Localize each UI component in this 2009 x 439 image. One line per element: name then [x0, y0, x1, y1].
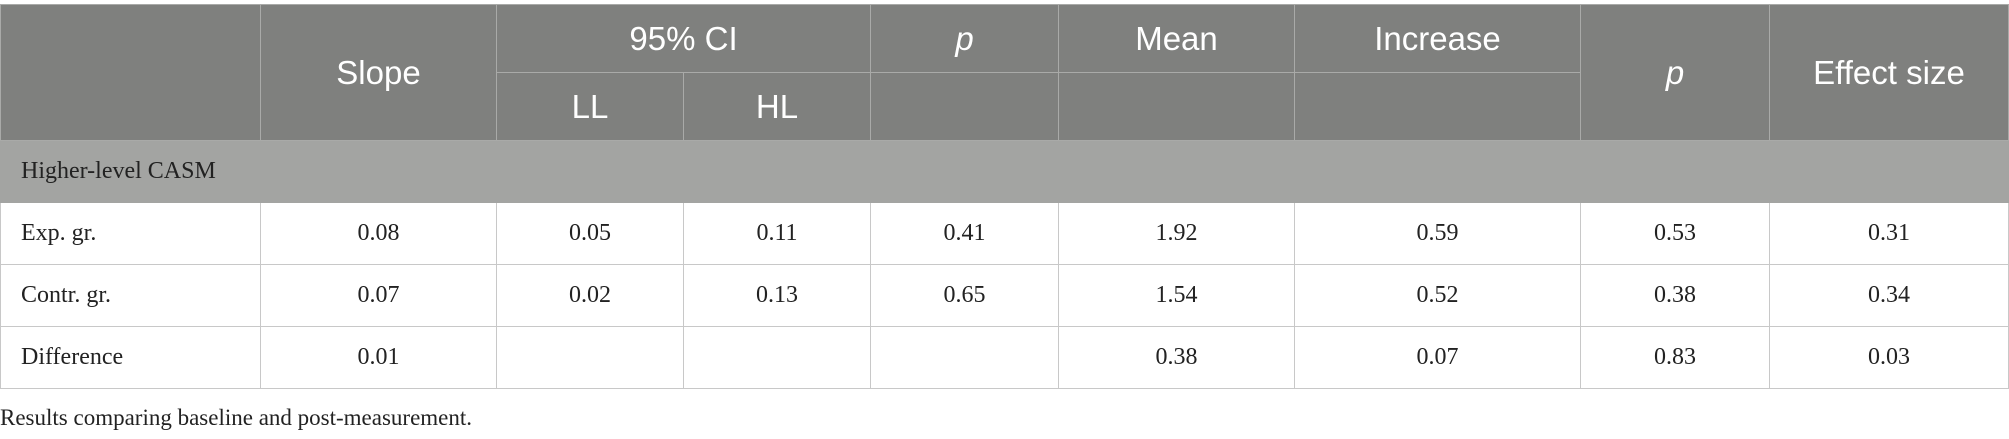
header-cell: p	[1580, 4, 1770, 141]
header-blank	[1294, 72, 1581, 141]
row-label: Exp. gr.	[0, 202, 261, 265]
header-cell: Increase	[1294, 4, 1581, 73]
value-cell: 0.11	[683, 202, 871, 265]
table-body: Higher-level CASM Exp. gr. 0.08 0.05 0.11 0.…	[0, 140, 2009, 389]
value-cell: 0.07	[1294, 326, 1581, 389]
header-row: LL HL	[1, 72, 2009, 141]
header-cell: Effect size	[1769, 4, 2009, 141]
header-cell: Slope	[260, 4, 497, 141]
section-label: Higher-level CASM	[0, 140, 2009, 203]
value-cell	[870, 326, 1059, 389]
results-table: Slope 95% CI p Mean Increase p Effect si…	[0, 4, 2009, 389]
value-cell	[683, 326, 871, 389]
header-row: Slope 95% CI p Mean Increase p Effect si…	[0, 4, 2009, 141]
value-cell: 1.54	[1058, 264, 1295, 327]
value-cell: 0.65	[870, 264, 1059, 327]
value-cell: 0.34	[1769, 264, 2009, 327]
value-cell: 0.01	[260, 326, 497, 389]
value-cell: 0.31	[1769, 202, 2009, 265]
footnote: Results comparing baseline and post-meas…	[0, 405, 473, 430]
data-row: Contr. gr. 0.07 0.02 0.13 0.65 1.54 0.52 0.38 0.…	[0, 264, 2009, 327]
value-cell: 0.13	[683, 264, 871, 327]
header-cell: Mean	[1058, 4, 1295, 73]
header-blank	[870, 72, 1059, 141]
data-row: Exp. gr. 0.08 0.05 0.11 0.41 1.92 0.59 0.53 0.31	[0, 202, 2009, 265]
row-label: Contr. gr.	[0, 264, 261, 327]
value-cell: 0.02	[496, 264, 684, 327]
value-cell: 0.08	[260, 202, 497, 265]
value-cell: 0.53	[1580, 202, 1770, 265]
row-label: Difference	[0, 326, 261, 389]
header-cell: 95% CI	[496, 4, 871, 73]
header-blank	[1058, 72, 1295, 141]
value-cell: 0.83	[1580, 326, 1770, 389]
header-corner	[0, 4, 261, 141]
value-cell: 1.92	[1058, 202, 1295, 265]
value-cell: 0.05	[496, 202, 684, 265]
value-cell: 0.38	[1580, 264, 1770, 327]
data-row: Difference 0.01 0.38 0.07 0.83 0.03	[0, 326, 2009, 389]
section-row: Higher-level CASM	[0, 140, 2009, 203]
value-cell: 0.52	[1294, 264, 1581, 327]
header-cell: LL	[496, 72, 684, 141]
value-cell: 0.41	[870, 202, 1059, 265]
value-cell	[496, 326, 684, 389]
value-cell: 0.59	[1294, 202, 1581, 265]
value-cell: 0.38	[1058, 326, 1295, 389]
value-cell: 0.07	[260, 264, 497, 327]
header-cell: HL	[683, 72, 871, 141]
header-cell: p	[870, 4, 1059, 73]
value-cell: 0.03	[1769, 326, 2009, 389]
